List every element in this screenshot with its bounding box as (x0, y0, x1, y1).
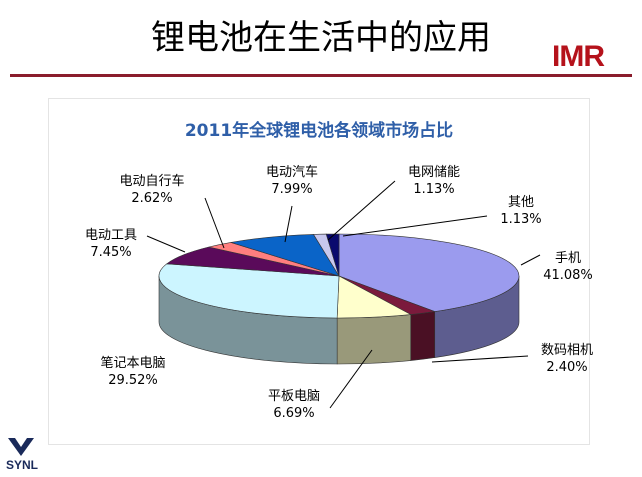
pie-label-2: 平板电脑 (268, 389, 320, 404)
imr-logo-text: IMR (552, 40, 605, 73)
pie-label-1: 数码相机 (541, 343, 593, 358)
pie-leader-line-7 (327, 180, 396, 241)
slide-title: 锂电池在生活中的应用 (151, 18, 491, 58)
pie-slice-3 (158, 263, 340, 319)
synl-logo-text: SYNL (6, 458, 39, 472)
pie-value-7: 1.13% (413, 182, 454, 197)
pie-side-2 (336, 314, 412, 365)
pie-value-3: 29.52% (108, 373, 158, 388)
pie-leader-line-1 (431, 355, 529, 363)
chart-title: 2011年全球锂电池各领域市场占比 (184, 121, 454, 141)
pie-leader-line-5 (204, 197, 225, 249)
pie-slice-8 (325, 233, 340, 277)
pie-leader-line-0 (520, 254, 541, 266)
pie-leader-line-6 (284, 205, 293, 243)
pie-label-0: 手机 (555, 251, 581, 266)
imr-logo: IMR (548, 40, 630, 73)
pie-slice-6 (230, 234, 340, 277)
synl-logo-mark (8, 438, 34, 456)
pie-label-6: 电动汽车 (266, 164, 318, 180)
pie-side-1 (410, 311, 436, 361)
pie-value-0: 41.08% (543, 268, 593, 283)
pie-leader-line-2 (329, 349, 373, 409)
pie-leader-line-8 (342, 215, 488, 237)
pie-value-8: 1.13% (500, 212, 541, 227)
pie-value-5: 2.62% (131, 191, 172, 206)
pie-label-3: 笔记本电脑 (100, 355, 165, 371)
pie-label-7: 电网储能 (408, 165, 460, 180)
synl-logo: SYNL (6, 436, 46, 476)
pie-value-1: 2.40% (546, 360, 587, 375)
pie-label-8: 其他 (508, 195, 534, 210)
title-divider (10, 74, 632, 77)
pie-slice-0 (338, 233, 520, 312)
pie-label-5: 电动自行车 (119, 173, 184, 189)
pie-leader-line-4 (146, 235, 186, 253)
pie-value-2: 6.69% (273, 406, 314, 421)
pie-value-4: 7.45% (90, 245, 131, 260)
pie-label-4: 电动工具 (85, 228, 137, 243)
pie-value-6: 7.99% (271, 182, 312, 197)
